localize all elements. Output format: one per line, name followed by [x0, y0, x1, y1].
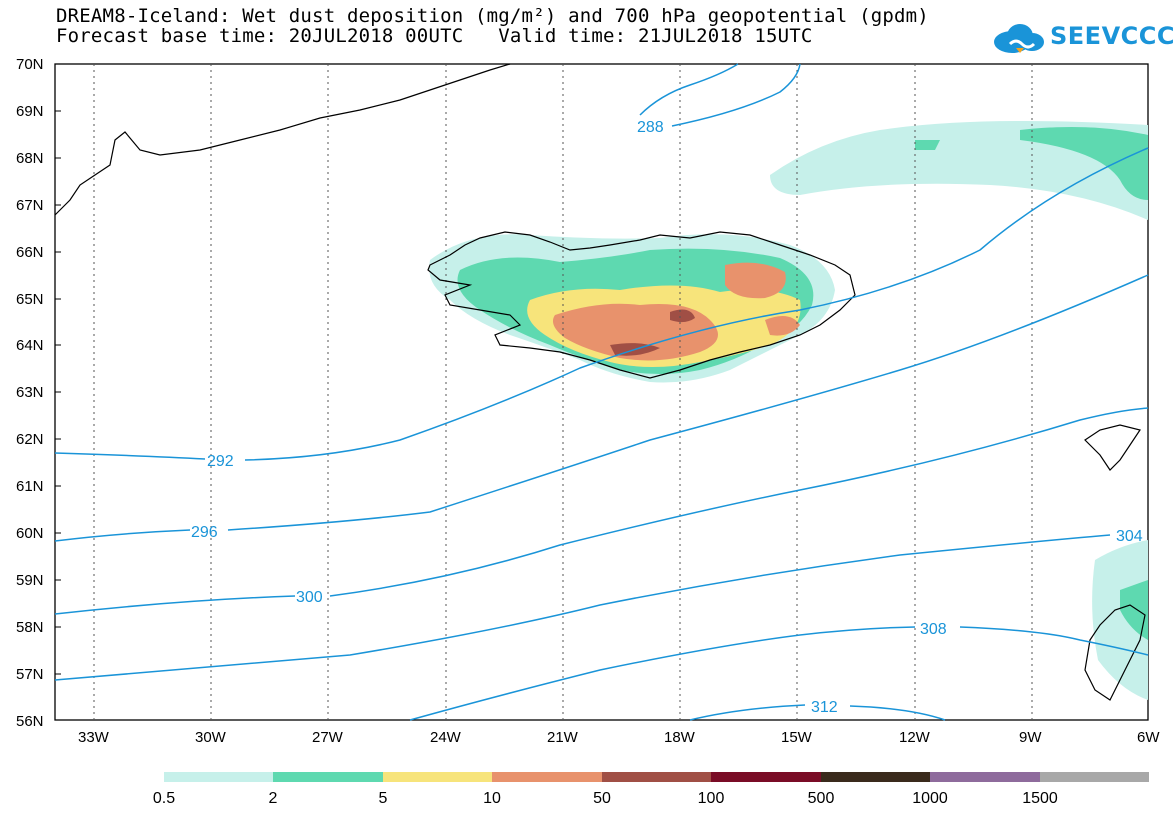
legend-label: 2 [269, 790, 278, 807]
lon-axis: 33W 30W 27W 24W 21W 18W 15W 12W 9W 6W [78, 729, 1160, 746]
lat-label: 57N [16, 666, 44, 683]
legend-label: 50 [593, 790, 611, 807]
geopotential-contours [54, 63, 1149, 721]
lat-label: 63N [16, 384, 44, 401]
lon-label: 9W [1019, 729, 1042, 746]
logo-text: SEEVCCC [1050, 22, 1175, 50]
lon-label: 30W [195, 729, 227, 746]
lat-label: 61N [16, 478, 44, 495]
legend-label: 100 [698, 790, 725, 807]
lon-label: 24W [430, 729, 462, 746]
lat-label: 56N [16, 713, 44, 730]
legend-label: 10 [483, 790, 501, 807]
contour-label: 312 [811, 699, 838, 716]
map-title: DREAM8-Iceland: Wet dust deposition (mg/… [56, 5, 929, 27]
dust-shading [429, 121, 1148, 700]
lat-label: 67N [16, 197, 44, 214]
map-subtitle: Forecast base time: 20JUL2018 00UTC Vali… [56, 25, 813, 47]
lat-label: 60N [16, 525, 44, 542]
grid-lines [93, 64, 1033, 720]
lat-label: 58N [16, 619, 44, 636]
lat-label: 65N [16, 291, 44, 308]
lat-label: 66N [16, 244, 44, 261]
lat-label: 62N [16, 431, 44, 448]
lat-label: 69N [16, 103, 44, 120]
color-legend: 0.5 2 5 10 50 100 500 1000 1500 [153, 772, 1149, 807]
contour-label: 304 [1116, 528, 1143, 545]
lat-label: 59N [16, 572, 44, 589]
coastlines [54, 63, 1146, 701]
lon-label: 15W [781, 729, 813, 746]
lon-label: 21W [547, 729, 579, 746]
lat-label: 70N [16, 56, 44, 73]
lat-label: 68N [16, 150, 44, 167]
seevccc-logo [990, 20, 1140, 60]
legend-label: 500 [808, 790, 835, 807]
legend-swatch [383, 772, 492, 782]
contour-labels: 288 292 296 300 304 308 312 [191, 119, 1143, 716]
legend-label: 1000 [912, 790, 948, 807]
lat-ticks [55, 110, 61, 675]
contour-label: 292 [207, 453, 234, 470]
contour-label: 296 [191, 524, 218, 541]
legend-label: 5 [379, 790, 388, 807]
contour-label: 300 [296, 589, 323, 606]
legend-swatch [602, 772, 711, 782]
legend-swatch [711, 772, 821, 782]
lon-label: 12W [899, 729, 931, 746]
legend-swatch [273, 772, 383, 782]
contour-label: 308 [920, 621, 947, 638]
lon-label: 33W [78, 729, 110, 746]
lon-label: 6W [1137, 729, 1160, 746]
lon-label: 18W [664, 729, 696, 746]
cloud-icon [994, 24, 1044, 53]
lat-axis: 70N 69N 68N 67N 66N 65N 64N 63N 62N 61N … [16, 56, 44, 730]
legend-label: 0.5 [153, 790, 175, 807]
lon-label: 27W [312, 729, 344, 746]
legend-swatch [1040, 772, 1149, 782]
legend-swatch [164, 772, 273, 782]
legend-swatch [930, 772, 1040, 782]
legend-swatch [821, 772, 930, 782]
legend-swatch [492, 772, 602, 782]
contour-label: 288 [637, 119, 664, 136]
legend-label: 1500 [1022, 790, 1058, 807]
lat-label: 64N [16, 337, 44, 354]
